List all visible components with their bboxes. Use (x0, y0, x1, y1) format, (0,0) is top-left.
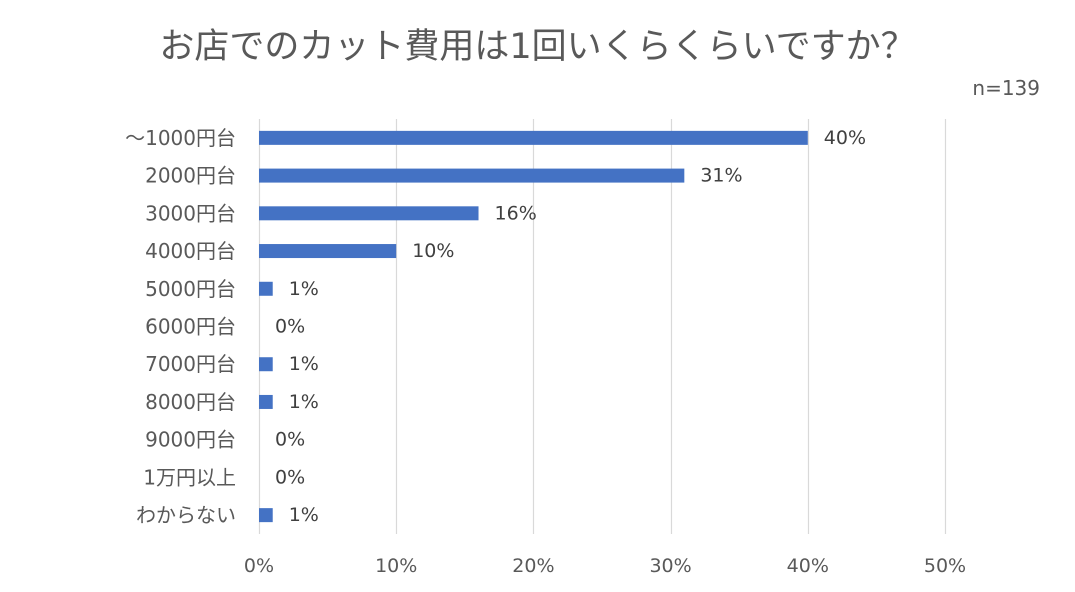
data-label-6: 1% (289, 353, 319, 375)
data-label-7: 1% (289, 391, 319, 413)
category-label-6: 7000円台 (145, 352, 236, 376)
category-label-7: 8000円台 (145, 390, 236, 414)
x-tick-label-1: 10% (375, 555, 417, 577)
chart-title: お店でのカット費用は1回いくらくらいですか？ (159, 27, 915, 67)
bar-6 (259, 357, 273, 372)
category-label-0: ～1000円台 (125, 126, 236, 150)
category-label-9: 1万円以上 (143, 465, 236, 489)
x-tick-label-3: 30% (649, 555, 691, 577)
sample-size-label: n=139 (972, 76, 1040, 100)
data-label-5: 0% (275, 316, 305, 338)
category-labels: ～1000円台 2000円台 3000円台 4000円台 5000円台 6000円台 700… (125, 126, 236, 527)
bar-0 (259, 130, 808, 145)
category-label-10: わからない (136, 503, 236, 527)
data-label-9: 0% (275, 466, 305, 488)
bar-7 (259, 394, 273, 409)
category-label-2: 3000円台 (145, 201, 236, 225)
bar-3 (259, 244, 397, 259)
category-label-1: 2000円台 (145, 164, 236, 188)
data-label-8: 0% (275, 429, 305, 451)
x-tick-labels: 0% 10% 20% 30% 40% 50% (244, 555, 966, 577)
x-tick-label-0: 0% (244, 555, 274, 577)
data-label-4: 1% (289, 278, 319, 300)
data-label-10: 1% (289, 504, 319, 526)
data-label-1: 31% (700, 165, 742, 187)
data-label-2: 16% (495, 202, 537, 224)
category-label-8: 9000円台 (145, 428, 236, 452)
bar-1 (259, 168, 685, 183)
bar-4 (259, 281, 273, 296)
category-label-5: 6000円台 (145, 315, 236, 339)
bar-10 (259, 508, 273, 523)
x-tick-label-2: 20% (512, 555, 554, 577)
bars (259, 130, 808, 523)
x-tick-label-4: 40% (787, 555, 829, 577)
category-label-3: 4000円台 (145, 239, 236, 263)
category-label-4: 5000円台 (145, 277, 236, 301)
data-label-0: 40% (824, 127, 866, 149)
bar-2 (259, 206, 479, 221)
data-labels: 40% 31% 16% 10% 1% 0% 1% 1% 0% 0% 1% (275, 127, 866, 526)
x-tick-label-5: 50% (924, 555, 966, 577)
data-label-3: 10% (412, 240, 454, 262)
gridlines (258, 119, 947, 534)
